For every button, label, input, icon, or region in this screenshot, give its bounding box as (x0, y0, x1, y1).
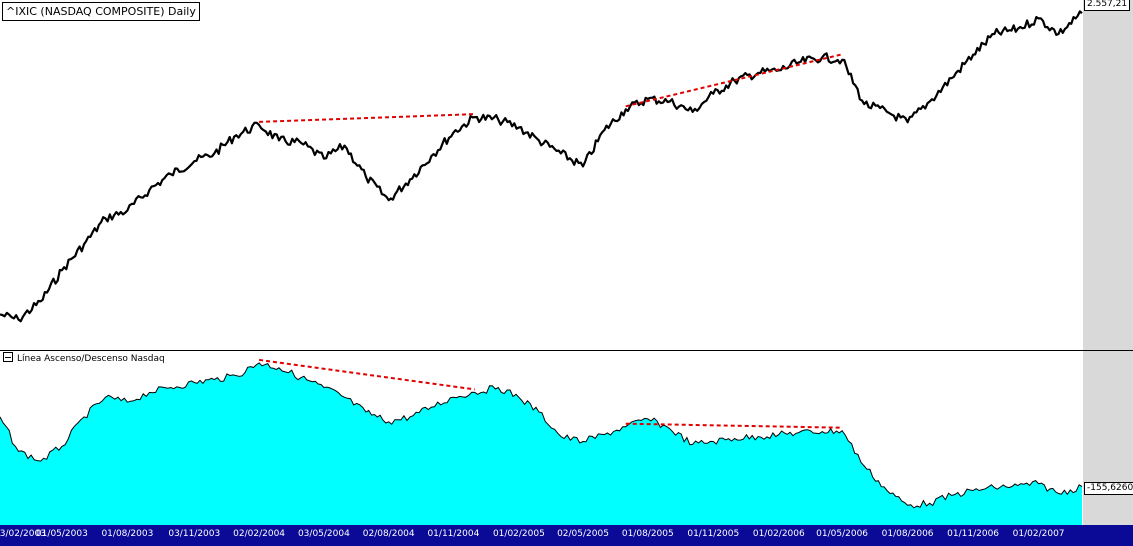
collapse-pane-icon[interactable] (3, 352, 13, 362)
x-tick-label: 01/05/2006 (816, 529, 869, 539)
x-tick-label: 01/02/2005 (492, 529, 545, 539)
indicator-last-value: -155,6260K (1084, 482, 1133, 495)
x-tick-label: 01/08/2006 (881, 529, 934, 539)
x-tick-label: 01/11/2004 (427, 529, 480, 539)
x-tick-label: 01/08/2005 (621, 529, 674, 539)
x-tick-label: 01/02/2006 (752, 529, 805, 539)
x-tick-label: 01/02/2007 (1012, 529, 1065, 539)
indicator-scale-gutter (1083, 351, 1133, 525)
price-last-value: 2.557,21 (1084, 0, 1131, 11)
time-axis-bar (0, 525, 1133, 546)
indicator-area (0, 362, 1082, 525)
x-tick-label: 03/05/2004 (297, 529, 350, 539)
x-tick-label: 01/11/2005 (687, 529, 740, 539)
price-divergence-line-2 (625, 53, 843, 108)
price-divergence-line-1 (259, 113, 475, 123)
x-tick-label: 03/11/2003 (168, 529, 221, 539)
x-tick-label: 03/02/2003 (0, 529, 46, 539)
x-tick-label: 02/08/2004 (362, 529, 415, 539)
price-series-line (0, 10, 1083, 323)
indicator-pane-header: Línea Ascenso/Descenso Nasdaq (3, 352, 165, 365)
chart-title[interactable]: ^IXIC (NASDAQ COMPOSITE) Daily (2, 2, 200, 21)
indicator-line (0, 362, 1083, 509)
indicator-title: Línea Ascenso/Descenso Nasdaq (17, 354, 165, 364)
x-tick-label: 01/05/2003 (35, 529, 88, 539)
x-tick-label: 01/08/2003 (101, 529, 154, 539)
x-tick-label: 02/05/2005 (557, 529, 609, 539)
indicator-divergence-line-1 (258, 358, 475, 391)
price-scale-gutter-top (1083, 0, 1133, 350)
x-tick-label: 02/02/2004 (233, 529, 286, 539)
indicator-divergence-line-2 (625, 422, 843, 429)
x-tick-label: 01/11/2006 (947, 529, 1000, 539)
